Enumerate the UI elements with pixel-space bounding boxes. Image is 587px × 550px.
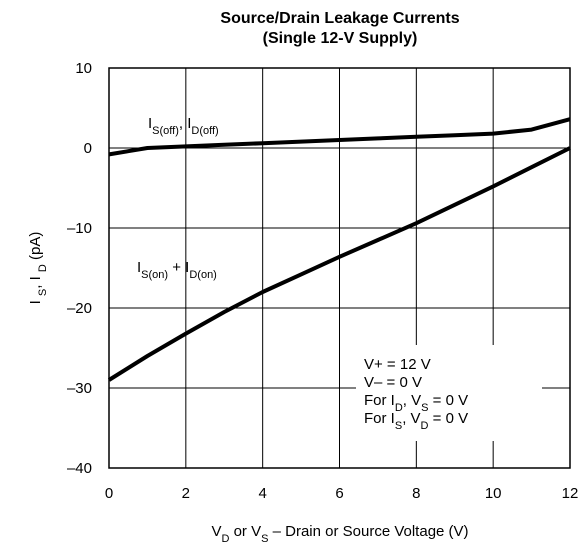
text-part: V <box>211 523 221 540</box>
text-part: I <box>27 296 44 304</box>
annotation-box <box>356 345 542 441</box>
text-part: V– = 0 V <box>364 374 422 391</box>
chart-title: Source/Drain Leakage Currents <box>220 10 459 27</box>
x-tick-label: 8 <box>412 485 420 502</box>
x-tick-label: 4 <box>258 485 266 502</box>
text-part: D <box>395 402 403 414</box>
text-part: I <box>137 259 141 276</box>
text-part: = 0 V <box>428 392 468 409</box>
x-tick-label: 12 <box>562 485 579 502</box>
text-part: = 0 V <box>428 410 468 427</box>
annotation: V+ = 12 V <box>364 356 431 373</box>
text-part: , I <box>27 272 44 289</box>
x-tick-label: 6 <box>335 485 343 502</box>
series-line <box>107 146 571 382</box>
text-part: D <box>37 264 49 272</box>
x-tick-label: 0 <box>105 485 113 502</box>
plot-frame <box>108 67 571 469</box>
y-tick-label: –40 <box>67 460 92 477</box>
text-part: I <box>148 115 152 132</box>
text-part: D <box>221 533 229 545</box>
text-part: S(on) <box>141 269 168 281</box>
y-tick-label: –30 <box>67 380 92 397</box>
text-part: D(off) <box>191 125 218 137</box>
text-part: + I <box>168 259 189 276</box>
text-part: , V <box>403 392 421 409</box>
x-tick-label: 10 <box>485 485 502 502</box>
y-tick-label: –20 <box>67 300 92 317</box>
text-part: (pA) <box>27 232 44 265</box>
text-part: D(on) <box>189 269 217 281</box>
y-tick-label: 0 <box>84 140 92 157</box>
x-tick-label: 2 <box>182 485 190 502</box>
text-part: or V <box>229 523 261 540</box>
text-part: S <box>261 533 268 545</box>
text-part: D <box>421 420 429 432</box>
text-part: , V <box>402 410 420 427</box>
series-label: IS(off), ID(off) <box>148 115 219 137</box>
chart-title: (Single 12-V Supply) <box>263 30 418 47</box>
annotation: For ID, VS = 0 V <box>364 392 468 414</box>
text-part: S <box>421 402 428 414</box>
text-part: S(off) <box>152 125 179 137</box>
annotation: V– = 0 V <box>364 374 422 391</box>
text-part: For I <box>364 392 395 409</box>
series-line <box>108 117 571 157</box>
x-axis-label: VD or VS – Drain or Source Voltage (V) <box>211 523 468 545</box>
annotation: For IS, VD = 0 V <box>364 410 468 432</box>
y-axis-label: I S, I D (pA) <box>27 232 49 305</box>
text-part: S <box>37 289 49 296</box>
text-part: For I <box>364 410 395 427</box>
y-tick-label: 10 <box>75 60 92 77</box>
text-part: – Drain or Source Voltage (V) <box>268 523 468 540</box>
series-label: IS(on) + ID(on) <box>137 259 217 281</box>
text-part: , I <box>179 115 192 132</box>
text-part: S <box>395 420 402 432</box>
text-part: V+ = 12 V <box>364 356 431 373</box>
y-tick-label: –10 <box>67 220 92 237</box>
